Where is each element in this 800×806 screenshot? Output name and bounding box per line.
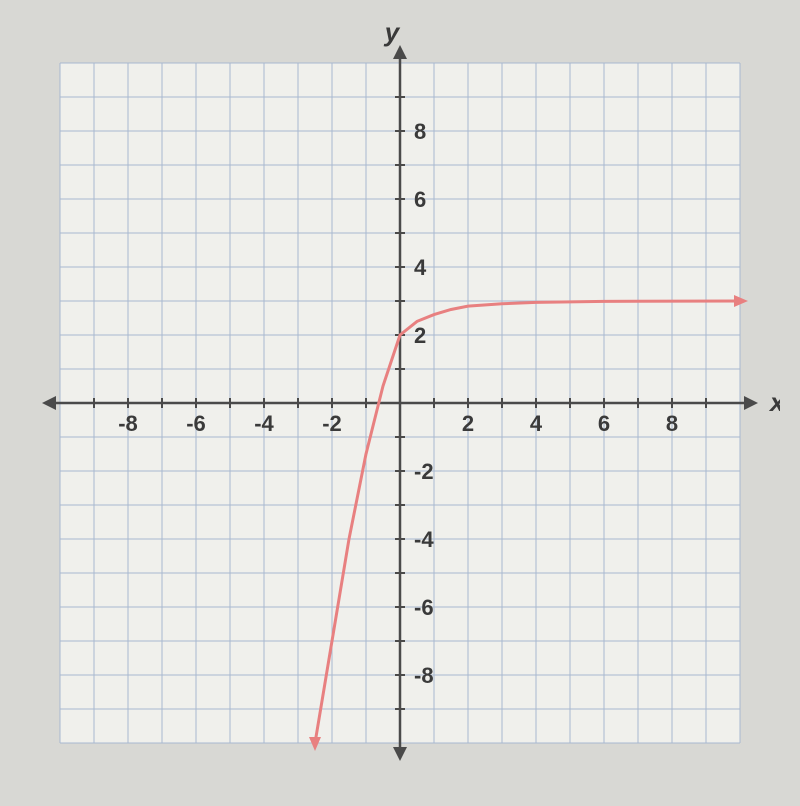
x-axis-label: x (768, 387, 780, 417)
y-tick-label: 2 (414, 323, 426, 348)
x-tick-label: -8 (118, 411, 138, 436)
x-tick-label: -4 (254, 411, 274, 436)
x-tick-label: 2 (462, 411, 474, 436)
x-tick-label: 4 (530, 411, 543, 436)
chart-container: -8 -6 -4 -2 2 4 6 8 -8 -6 -4 -2 2 4 6 8 x y (20, 23, 780, 783)
coordinate-chart: -8 -6 -4 -2 2 4 6 8 -8 -6 -4 -2 2 4 6 8 x y (20, 23, 780, 783)
y-tick-label: 8 (414, 119, 426, 144)
y-tick-label: -4 (414, 527, 434, 552)
x-tick-label: -6 (186, 411, 206, 436)
y-tick-label: -2 (414, 459, 434, 484)
x-tick-label: -2 (322, 411, 342, 436)
y-axis-label: y (383, 23, 401, 47)
y-tick-label: -8 (414, 663, 434, 688)
y-tick-label: 4 (414, 255, 427, 280)
x-tick-label: 8 (666, 411, 678, 436)
x-tick-label: 6 (598, 411, 610, 436)
y-tick-label: -6 (414, 595, 434, 620)
y-tick-label: 6 (414, 187, 426, 212)
